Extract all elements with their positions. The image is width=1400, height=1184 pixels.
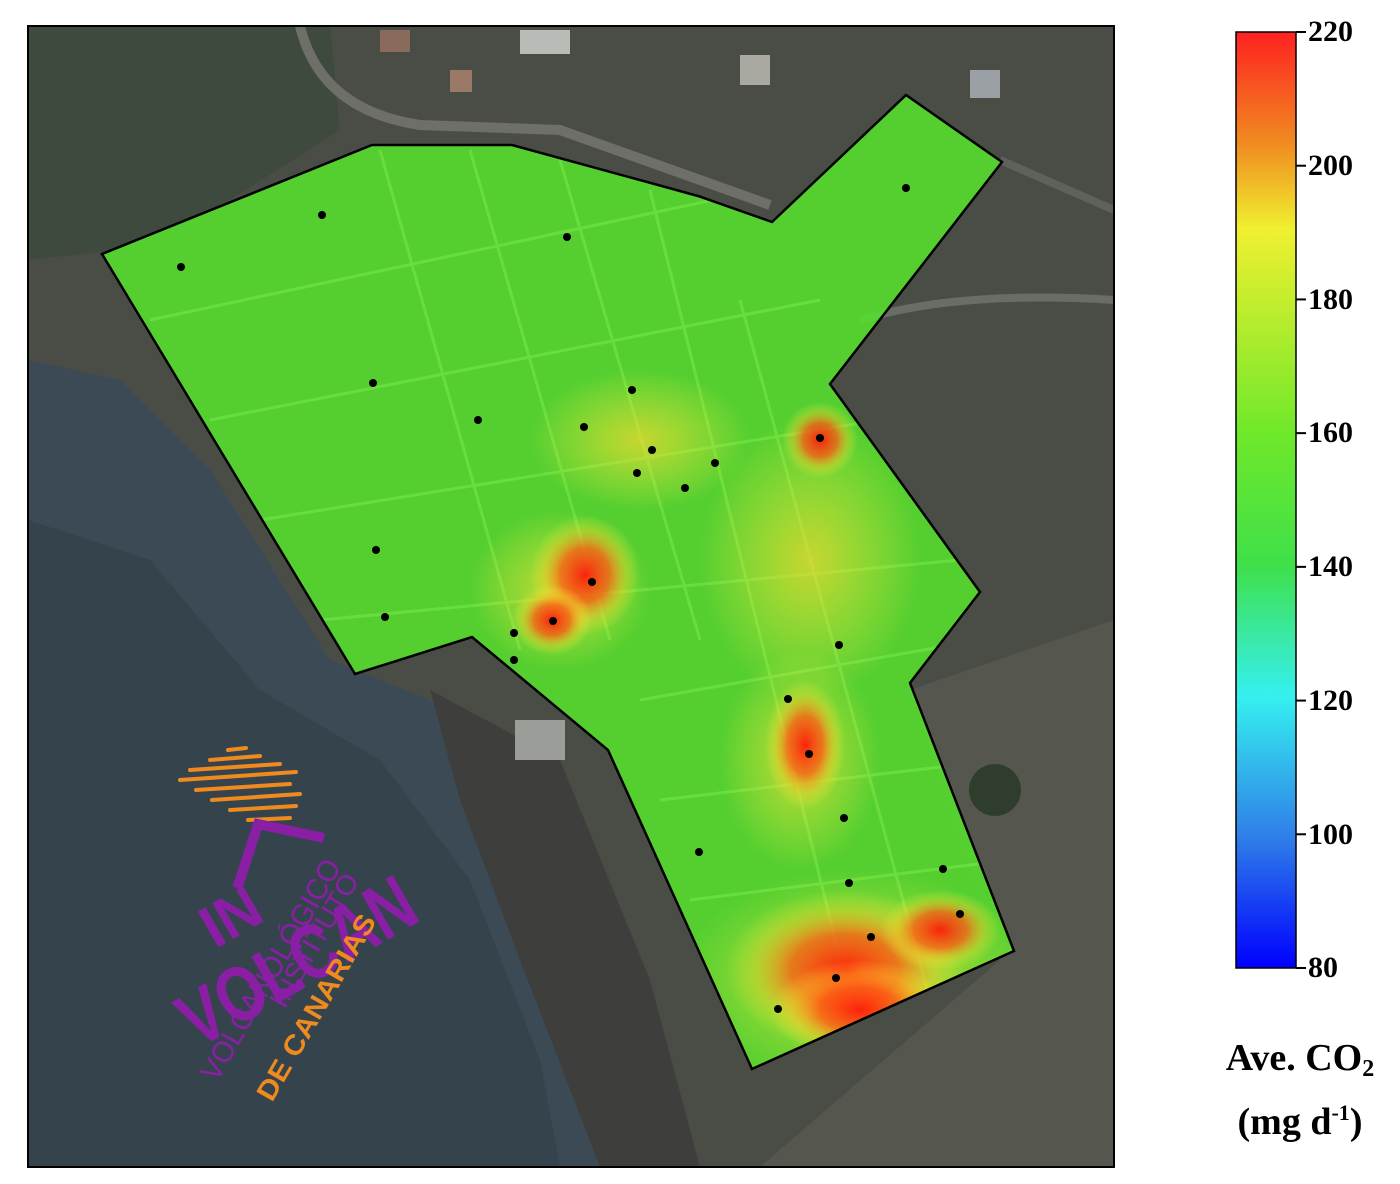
- logo-house-outline: [232, 818, 325, 890]
- sample-point: [318, 211, 326, 219]
- sample-point: [372, 546, 380, 554]
- colorbar-tick-label: 160: [1308, 416, 1353, 449]
- sample-point: [510, 656, 518, 664]
- sample-point: [633, 469, 641, 477]
- sample-point: [805, 750, 813, 758]
- sample-point: [956, 910, 964, 918]
- sample-point: [835, 641, 843, 649]
- sample-point: [510, 629, 518, 637]
- sample-point: [474, 416, 482, 424]
- sample-point: [867, 933, 875, 941]
- colorbar-tick-label: 120: [1308, 684, 1353, 717]
- sample-point: [381, 613, 389, 621]
- sample-point: [588, 578, 596, 586]
- sample-points: [177, 184, 964, 1013]
- sample-point: [711, 459, 719, 467]
- colorbar-ticks: [1296, 31, 1306, 969]
- colorbar: [1235, 31, 1297, 969]
- sample-point: [832, 974, 840, 982]
- sample-point: [816, 434, 824, 442]
- colorbar-tick-label: 100: [1308, 818, 1353, 851]
- sample-point: [774, 1005, 782, 1013]
- sample-point: [549, 617, 557, 625]
- colorbar-tick-label: 220: [1308, 15, 1353, 48]
- sample-point: [695, 848, 703, 856]
- map-frame: [27, 25, 1115, 1168]
- sample-point: [563, 233, 571, 241]
- colorbar-tick-label: 200: [1308, 149, 1353, 182]
- colorbar-tick-label: 80: [1308, 951, 1338, 984]
- legend-title-line1: Ave. CO2: [1225, 1037, 1375, 1082]
- sample-point: [648, 446, 656, 454]
- sample-point: [784, 695, 792, 703]
- sample-point: [177, 263, 185, 271]
- sample-point: [845, 879, 853, 887]
- sample-point: [580, 423, 588, 431]
- colorbar-tick-label: 140: [1308, 550, 1353, 583]
- legend-title: Ave. CO2 (mg d-1): [1200, 1036, 1400, 1144]
- sample-point: [369, 379, 377, 387]
- sample-point: [681, 484, 689, 492]
- legend-title-line2: (mg d-1): [1237, 1100, 1363, 1143]
- sample-point: [939, 865, 947, 873]
- sample-point: [840, 814, 848, 822]
- sample-point: [628, 386, 636, 394]
- colorbar-tick-label: 180: [1308, 283, 1353, 316]
- sample-point: [902, 184, 910, 192]
- survey-area-outline: [100, 93, 1016, 1071]
